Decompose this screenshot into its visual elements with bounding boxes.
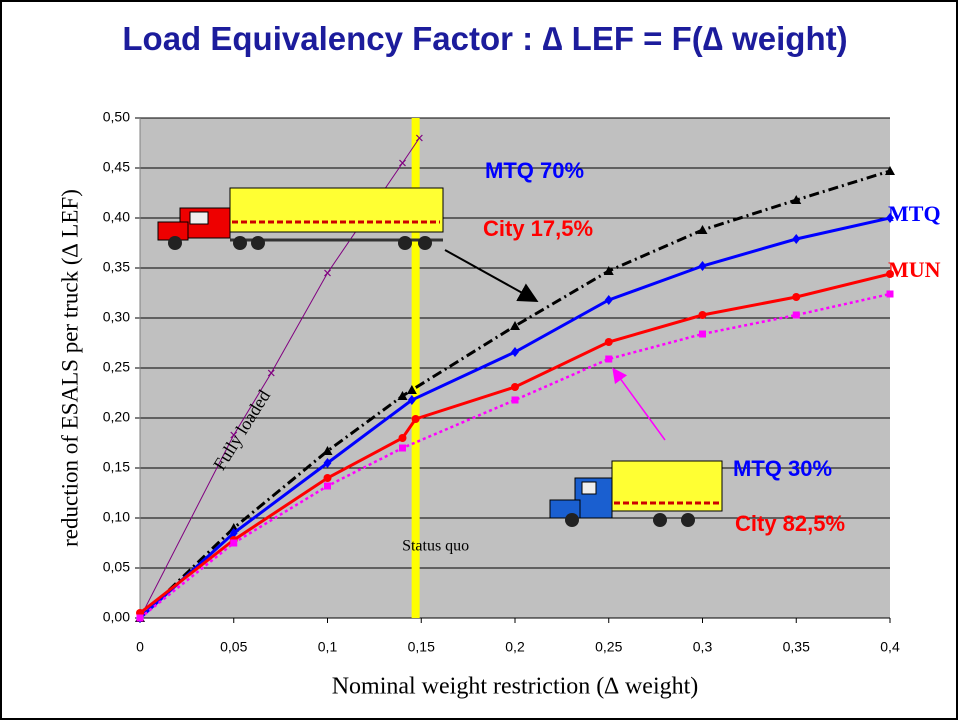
chart-title: Load Equivalency Factor : ∆ LEF = F(∆ we… bbox=[90, 14, 880, 64]
y-tick-label: 0,50 bbox=[103, 109, 130, 125]
y-axis-title: reduction of ESALS per truck (∆ LEF) bbox=[57, 189, 82, 547]
y-tick-label: 0,00 bbox=[103, 609, 130, 625]
y-tick-label: 0,30 bbox=[103, 309, 130, 325]
y-tick-label: 0,45 bbox=[103, 159, 130, 175]
y-tick-label: 0,10 bbox=[103, 509, 130, 525]
annotation: MTQ 70% bbox=[485, 158, 584, 183]
x-axis-title: Nominal weight restriction (∆ weight) bbox=[332, 674, 699, 700]
x-tick-label: 0,4 bbox=[880, 639, 900, 655]
y-tick-label: 0,40 bbox=[103, 209, 130, 225]
series-label: MUN bbox=[888, 257, 941, 282]
marker bbox=[605, 338, 613, 346]
chart: MTQ 70% City 17,5% MTQ 30% City 82,5% No… bbox=[0, 0, 958, 720]
annotation: City 17,5% bbox=[483, 216, 593, 241]
marker bbox=[412, 415, 420, 423]
y-tick-label: 0,05 bbox=[103, 559, 130, 575]
x-tick-label: 0,2 bbox=[505, 639, 525, 655]
marker bbox=[605, 356, 612, 363]
marker bbox=[699, 311, 707, 319]
marker bbox=[399, 434, 407, 442]
marker bbox=[230, 540, 237, 547]
y-tick-label: 0,15 bbox=[103, 459, 130, 475]
marker bbox=[399, 445, 406, 452]
series-label: MTQ bbox=[888, 201, 941, 226]
annotation: MTQ 30% bbox=[733, 456, 832, 481]
y-tick-label: 0,20 bbox=[103, 409, 130, 425]
x-tick-label: 0,1 bbox=[318, 639, 338, 655]
marker bbox=[512, 397, 519, 404]
slide: MTQ 70% City 17,5% MTQ 30% City 82,5% No… bbox=[0, 0, 958, 720]
marker bbox=[699, 331, 706, 338]
x-tick-label: 0 bbox=[136, 639, 144, 655]
marker bbox=[792, 293, 800, 301]
marker bbox=[324, 483, 331, 490]
marker bbox=[324, 474, 332, 482]
y-tick-label: 0,35 bbox=[103, 259, 130, 275]
x-tick-label: 0,35 bbox=[783, 639, 810, 655]
marker bbox=[137, 615, 144, 622]
status-quo-label: Status quo bbox=[402, 538, 469, 555]
marker bbox=[793, 312, 800, 319]
marker bbox=[511, 383, 519, 391]
marker bbox=[887, 291, 894, 298]
x-tick-label: 0,25 bbox=[595, 639, 622, 655]
y-tick-label: 0,25 bbox=[103, 359, 130, 375]
x-tick-label: 0,15 bbox=[408, 639, 435, 655]
x-tick-label: 0,05 bbox=[220, 639, 247, 655]
x-tick-label: 0,3 bbox=[693, 639, 713, 655]
annotation: City 82,5% bbox=[735, 511, 845, 536]
